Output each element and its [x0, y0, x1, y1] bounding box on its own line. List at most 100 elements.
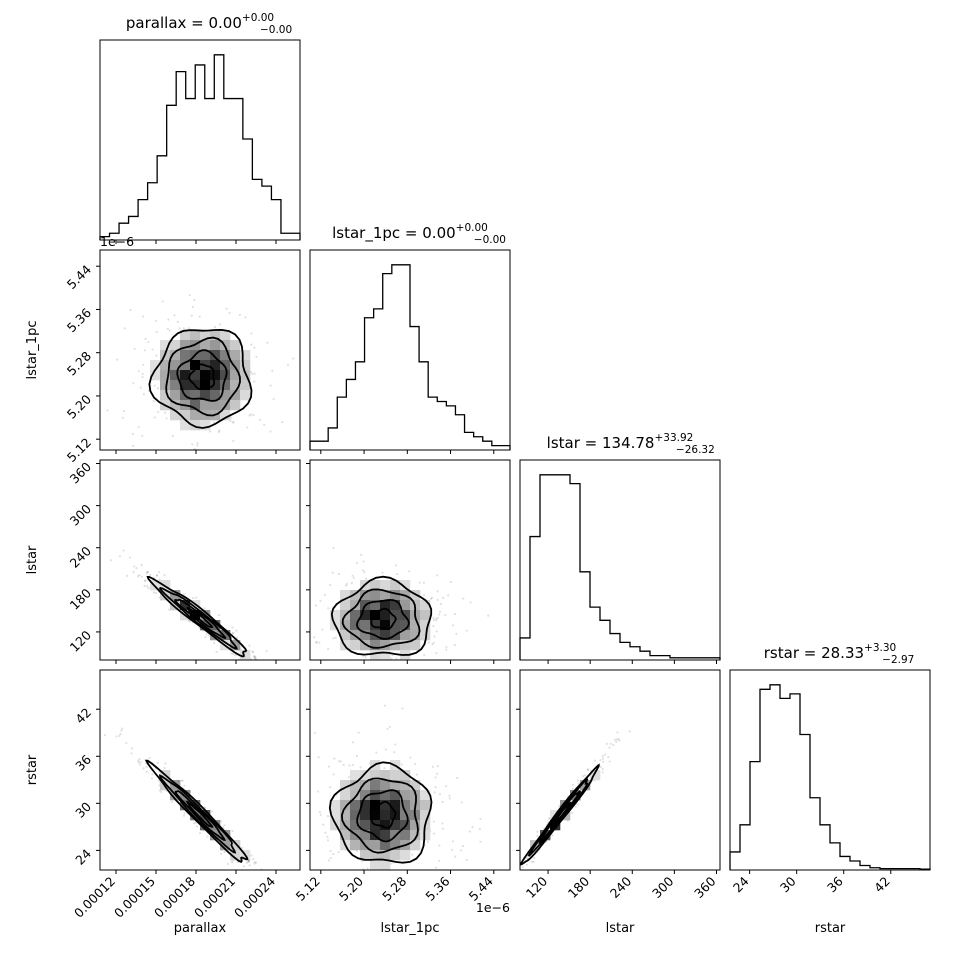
sample-point — [593, 759, 597, 762]
density-cell — [240, 360, 251, 371]
sample-point — [317, 756, 320, 759]
sample-point — [252, 879, 254, 881]
density-cell — [400, 600, 411, 611]
sample-point — [231, 632, 234, 635]
sample-point — [444, 613, 447, 617]
x-tick-label: 300 — [649, 873, 677, 901]
sample-point — [487, 614, 490, 617]
sample-point — [395, 657, 398, 660]
density-cell — [380, 790, 391, 801]
density-cell — [230, 380, 241, 391]
sample-point — [441, 800, 444, 803]
sample-point — [434, 866, 438, 869]
sample-point — [230, 416, 233, 419]
density-cell — [190, 370, 201, 381]
density-cell — [380, 810, 391, 821]
contour-level — [158, 774, 237, 854]
density-cell — [340, 810, 351, 821]
sample-point — [348, 764, 351, 767]
contour-level — [341, 588, 421, 649]
density-cell — [240, 350, 251, 361]
sample-point — [135, 567, 138, 570]
sample-point — [191, 305, 194, 308]
sample-point — [306, 613, 308, 615]
contour-level — [520, 763, 600, 866]
density-cell — [350, 820, 361, 831]
density-cell — [220, 350, 231, 361]
sample-point — [145, 770, 148, 773]
sample-point — [133, 565, 136, 568]
y-tick-label: 240 — [67, 543, 95, 571]
sample-point — [133, 480, 135, 482]
density-cell — [180, 790, 191, 801]
sample-point — [132, 570, 135, 574]
sample-point — [160, 790, 163, 794]
sample-point — [351, 574, 354, 577]
sample-point — [145, 584, 149, 588]
density-cell — [160, 340, 171, 351]
sample-point — [332, 637, 335, 640]
title-lstar: lstar = 134.78+33.92 — [547, 432, 694, 452]
sample-point — [436, 574, 439, 577]
sample-point — [231, 626, 234, 629]
sample-point — [420, 881, 422, 883]
density-cell — [400, 580, 411, 591]
y-tick-label: 42 — [72, 705, 94, 727]
sample-point — [362, 915, 364, 917]
density-cell — [350, 790, 361, 801]
y-offset-text: 1e−6 — [100, 234, 134, 249]
density-cell — [200, 340, 211, 351]
sample-point — [188, 294, 191, 297]
sample-point — [409, 756, 412, 759]
density-cell — [330, 810, 341, 821]
x-tick-label: 120 — [523, 873, 551, 901]
sample-point — [252, 651, 255, 654]
sample-point — [253, 657, 256, 660]
sample-point — [383, 704, 387, 707]
density-cell — [330, 610, 341, 621]
sample-point — [241, 846, 244, 849]
title-minus-lstar_1pc: −0.00 — [474, 234, 506, 246]
sample-point — [438, 613, 441, 616]
density-cell — [370, 610, 381, 621]
density-cell — [240, 380, 251, 391]
x-axis-label-lstar: lstar — [606, 921, 635, 936]
density-cell — [180, 360, 191, 371]
sample-point — [501, 888, 503, 890]
panel-frame — [99, 459, 301, 661]
sample-point — [345, 582, 348, 586]
density-cell — [180, 340, 191, 351]
title-minus-parallax: −0.00 — [260, 24, 292, 36]
sample-point — [357, 731, 360, 734]
contour-level — [328, 761, 433, 864]
sample-point — [130, 752, 133, 755]
sample-point — [365, 577, 368, 580]
sample-point — [274, 849, 276, 851]
sample-point — [435, 619, 438, 622]
histogram-parallax — [99, 54, 301, 240]
density-cell — [210, 380, 221, 391]
sample-point — [163, 766, 166, 770]
sample-point — [232, 420, 235, 423]
panel-frame — [309, 459, 511, 661]
sample-point — [504, 894, 506, 896]
sample-point — [601, 755, 604, 758]
panel-frame — [729, 669, 931, 871]
sample-point — [250, 854, 253, 857]
sample-point — [191, 443, 194, 446]
sample-point — [286, 363, 290, 366]
sample-point — [313, 636, 316, 639]
density-cell — [380, 590, 391, 601]
density-cell — [190, 400, 201, 411]
sample-point — [297, 622, 299, 624]
sample-point — [248, 414, 251, 417]
panel-lstar_1pc-vs-lstar — [297, 546, 490, 660]
sample-point — [327, 765, 330, 768]
sample-point — [247, 860, 250, 863]
density-cell — [360, 610, 371, 621]
y-tick-label: 30 — [72, 799, 94, 821]
density-cell — [410, 820, 421, 831]
sample-point — [479, 817, 482, 820]
density-cell — [370, 770, 381, 781]
sample-point — [292, 921, 294, 923]
